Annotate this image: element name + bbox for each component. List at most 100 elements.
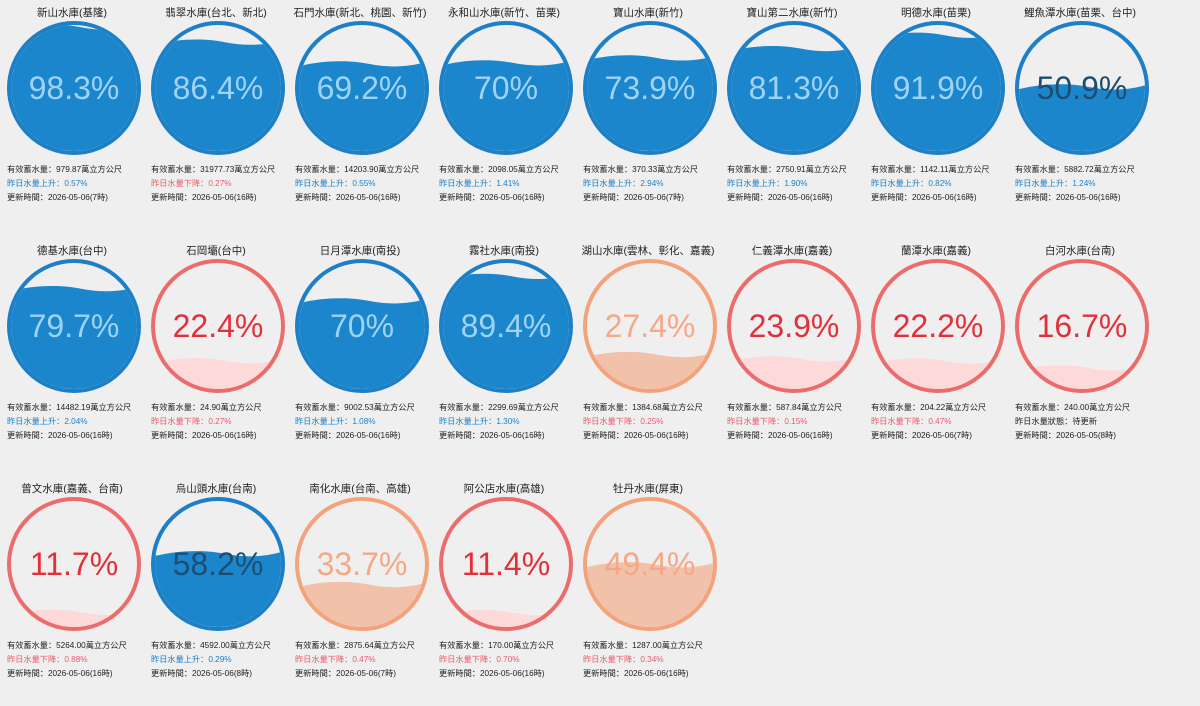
effective-storage: 有效蓄水量：9002.53萬立方公尺 bbox=[295, 403, 415, 412]
water-wave bbox=[875, 358, 1001, 389]
reservoir-card[interactable]: 白河水庫(台南) 16.7% 有效蓄水量：240.00萬立方公尺 昨日水量狀態：待更新… bbox=[1008, 238, 1152, 468]
update-time: 更新時間：2026-05-06(16時) bbox=[151, 193, 257, 202]
water-fill bbox=[11, 285, 137, 389]
effective-storage: 有效蓄水量：240.00萬立方公尺 bbox=[1015, 403, 1131, 412]
reservoir-info: 有效蓄水量：1142.11萬立方公尺 昨日水量上升：0.82% 更新時間：2026-… bbox=[871, 163, 1008, 205]
water-level-gauge: 89.4% bbox=[439, 259, 573, 393]
update-time: 更新時間：2026-05-06(8時) bbox=[151, 669, 253, 678]
effective-storage: 有效蓄水量：1287.00萬立方公尺 bbox=[583, 641, 703, 650]
reservoir-card[interactable]: 阿公店水庫(高雄) 11.4% 有效蓄水量：170.00萬立方公尺 昨日水量下降：0.… bbox=[432, 476, 576, 706]
reservoir-name: 新山水庫(基隆) bbox=[37, 7, 107, 19]
reservoir-card[interactable]: 烏山頭水庫(台南) 58.2% 有效蓄水量：4592.00萬立方公尺 昨日水量上升：0… bbox=[144, 476, 288, 706]
reservoir-card[interactable]: 日月潭水庫(南投) 70% 有效蓄水量：9002.53萬立方公尺 昨日水量上升：1.0… bbox=[288, 238, 432, 468]
update-time: 更新時間：2026-05-05(8時) bbox=[1015, 431, 1117, 440]
water-fill bbox=[155, 551, 281, 627]
water-level-gauge: 69.2% bbox=[295, 21, 429, 155]
water-fill bbox=[587, 562, 713, 627]
daily-change: 昨日水量上升：1.08% bbox=[295, 417, 376, 426]
reservoir-card[interactable]: 南化水庫(台南、高雄) 33.7% 有效蓄水量：2875.64萬立方公尺 昨日水量下降… bbox=[288, 476, 432, 706]
water-fill bbox=[587, 351, 713, 389]
effective-storage: 有效蓄水量：2098.05萬立方公尺 bbox=[439, 165, 559, 174]
reservoir-card[interactable]: 曾文水庫(嘉義、台南) 11.7% 有效蓄水量：5264.00萬立方公尺 昨日水量下降… bbox=[0, 476, 144, 706]
water-fill bbox=[731, 356, 857, 389]
reservoir-name: 仁義潭水庫(嘉義) bbox=[751, 245, 833, 257]
water-fill bbox=[587, 55, 713, 151]
water-percentage: 69.2% bbox=[316, 69, 408, 106]
reservoir-card[interactable]: 石門水庫(新北、桃園、新竹) 69.2% 有效蓄水量：14203.90萬立方公尺 昨日… bbox=[288, 0, 432, 230]
reservoir-card[interactable]: 霧社水庫(南投) 89.4% 有效蓄水量：2299.69萬立方公尺 昨日水量上升：1.… bbox=[432, 238, 576, 468]
reservoir-card[interactable]: 永和山水庫(新竹、苗栗) 70% 有效蓄水量：2098.05萬立方公尺 昨日水量上升：… bbox=[432, 0, 576, 230]
water-level-gauge: 22.2% bbox=[871, 259, 1005, 393]
reservoir-card[interactable]: 石岡壩(台中) 22.4% 有效蓄水量：24.90萬立方公尺 昨日水量下降：0.27%… bbox=[144, 238, 288, 468]
update-time: 更新時間：2026-05-06(16時) bbox=[871, 193, 977, 202]
reservoir-name: 日月潭水庫(南投) bbox=[319, 245, 401, 257]
water-wave bbox=[731, 356, 857, 389]
update-time: 更新時間：2026-05-06(7時) bbox=[871, 431, 973, 440]
reservoir-info: 有效蓄水量：2098.05萬立方公尺 昨日水量上升：1.41% 更新時間：2026-… bbox=[439, 163, 576, 205]
effective-storage: 有效蓄水量：5882.72萬立方公尺 bbox=[1015, 165, 1135, 174]
reservoir-card[interactable]: 明德水庫(苗栗) 91.9% 有效蓄水量：1142.11萬立方公尺 昨日水量上升：0.… bbox=[864, 0, 1008, 230]
water-wave bbox=[1019, 84, 1145, 151]
water-level-gauge: 70% bbox=[439, 21, 573, 155]
water-percentage: 22.2% bbox=[892, 307, 984, 344]
water-level-gauge: 16.7% bbox=[1015, 259, 1149, 393]
water-percentage: 70% bbox=[329, 307, 395, 344]
water-fill bbox=[875, 358, 1001, 389]
reservoir-name: 石岡壩(台中) bbox=[186, 245, 246, 257]
reservoir-info: 有效蓄水量：979.87萬立方公尺 昨日水量上升：0.57% 更新時間：2026-0… bbox=[7, 163, 144, 205]
water-percentage: 58.2% bbox=[172, 545, 264, 582]
reservoir-card[interactable]: 新山水庫(基隆) 98.3% 有效蓄水量：979.87萬立方公尺 昨日水量上升：0.5… bbox=[0, 0, 144, 230]
water-level-gauge: 49.4% bbox=[583, 497, 717, 631]
daily-change: 昨日水量下降：0.27% bbox=[151, 179, 232, 188]
effective-storage: 有效蓄水量：4592.00萬立方公尺 bbox=[151, 641, 271, 650]
daily-change: 昨日水量下降：0.47% bbox=[295, 655, 376, 664]
reservoir-info: 有效蓄水量：370.33萬立方公尺 昨日水量上升：2.94% 更新時間：2026-0… bbox=[583, 163, 720, 205]
effective-storage: 有效蓄水量：1384.68萬立方公尺 bbox=[583, 403, 703, 412]
daily-change: 昨日水量上升：0.82% bbox=[871, 179, 952, 188]
daily-change: 昨日水量上升：1.30% bbox=[439, 417, 520, 426]
water-percentage: 70% bbox=[473, 69, 539, 106]
water-level-gauge: 58.2% bbox=[151, 497, 285, 631]
reservoir-card[interactable]: 仁義潭水庫(嘉義) 23.9% 有效蓄水量：587.84萬立方公尺 昨日水量下降：0.… bbox=[720, 238, 864, 468]
reservoir-info: 有效蓄水量：587.84萬立方公尺 昨日水量下降：0.15% 更新時間：2026-0… bbox=[727, 401, 864, 443]
water-wave bbox=[587, 55, 713, 151]
daily-change: 昨日水量下降：0.25% bbox=[583, 417, 664, 426]
reservoir-card[interactable]: 德基水庫(台中) 79.7% 有效蓄水量：14482.19萬立方公尺 昨日水量上升：2… bbox=[0, 238, 144, 468]
reservoir-card[interactable]: 湖山水庫(雲林、彰化、嘉義) 27.4% 有效蓄水量：1384.68萬立方公尺 昨日水… bbox=[576, 238, 720, 468]
water-level-gauge: 23.9% bbox=[727, 259, 861, 393]
water-percentage: 49.4% bbox=[604, 545, 696, 582]
water-percentage: 22.4% bbox=[172, 307, 264, 344]
daily-change: 昨日水量上升：0.55% bbox=[295, 179, 376, 188]
water-wave bbox=[299, 61, 425, 151]
update-time: 更新時間：2026-05-06(16時) bbox=[7, 431, 113, 440]
reservoir-name: 湖山水庫(雲林、彰化、嘉義) bbox=[581, 245, 715, 257]
reservoir-info: 有效蓄水量：31977.73萬立方公尺 昨日水量下降：0.27% 更新時間：2026… bbox=[151, 163, 288, 205]
update-time: 更新時間：2026-05-06(16時) bbox=[727, 193, 833, 202]
water-wave bbox=[11, 25, 137, 151]
daily-change: 昨日水量上升：1.90% bbox=[727, 179, 808, 188]
water-wave bbox=[587, 562, 713, 627]
water-level-gauge: 81.3% bbox=[727, 21, 861, 155]
reservoir-card[interactable]: 蘭潭水庫(嘉義) 22.2% 有效蓄水量：204.22萬立方公尺 昨日水量下降：0.4… bbox=[864, 238, 1008, 468]
reservoir-info: 有效蓄水量：5264.00萬立方公尺 昨日水量下降：0.88% 更新時間：2026-… bbox=[7, 639, 144, 681]
reservoir-card[interactable]: 鯉魚潭水庫(苗栗、台中) 50.9% 有效蓄水量：5882.72萬立方公尺 昨日水量上… bbox=[1008, 0, 1152, 230]
reservoir-info: 有效蓄水量：14203.90萬立方公尺 昨日水量上升：0.55% 更新時間：2026… bbox=[295, 163, 432, 205]
update-time: 更新時間：2026-05-06(16時) bbox=[439, 669, 545, 678]
reservoir-name: 永和山水庫(新竹、苗栗) bbox=[448, 7, 560, 19]
water-percentage: 16.7% bbox=[1036, 307, 1128, 344]
reservoir-info: 有效蓄水量：1287.00萬立方公尺 昨日水量下降：0.34% 更新時間：2026-… bbox=[583, 639, 720, 681]
update-time: 更新時間：2026-05-06(16時) bbox=[7, 669, 113, 678]
water-percentage: 81.3% bbox=[748, 69, 840, 106]
reservoir-card[interactable]: 寶山第二水庫(新竹) 81.3% 有效蓄水量：2750.91萬立方公尺 昨日水量上升：… bbox=[720, 0, 864, 230]
water-wave bbox=[731, 45, 857, 151]
reservoir-info: 有效蓄水量：204.22萬立方公尺 昨日水量下降：0.47% 更新時間：2026-0… bbox=[871, 401, 1008, 443]
reservoir-name: 阿公店水庫(高雄) bbox=[463, 483, 545, 495]
water-level-gauge: 73.9% bbox=[583, 21, 717, 155]
water-level-gauge: 91.9% bbox=[871, 21, 1005, 155]
reservoir-card[interactable]: 寶山水庫(新竹) 73.9% 有效蓄水量：370.33萬立方公尺 昨日水量上升：2.9… bbox=[576, 0, 720, 230]
daily-change: 昨日水量上升：1.41% bbox=[439, 179, 520, 188]
effective-storage: 有效蓄水量：587.84萬立方公尺 bbox=[727, 403, 843, 412]
reservoir-card[interactable]: 翡翠水庫(台北、新北) 86.4% 有效蓄水量：31977.73萬立方公尺 昨日水量下… bbox=[144, 0, 288, 230]
water-wave bbox=[443, 273, 569, 389]
reservoir-card[interactable]: 牡丹水庫(屏東) 49.4% 有效蓄水量：1287.00萬立方公尺 昨日水量下降：0.… bbox=[576, 476, 720, 706]
